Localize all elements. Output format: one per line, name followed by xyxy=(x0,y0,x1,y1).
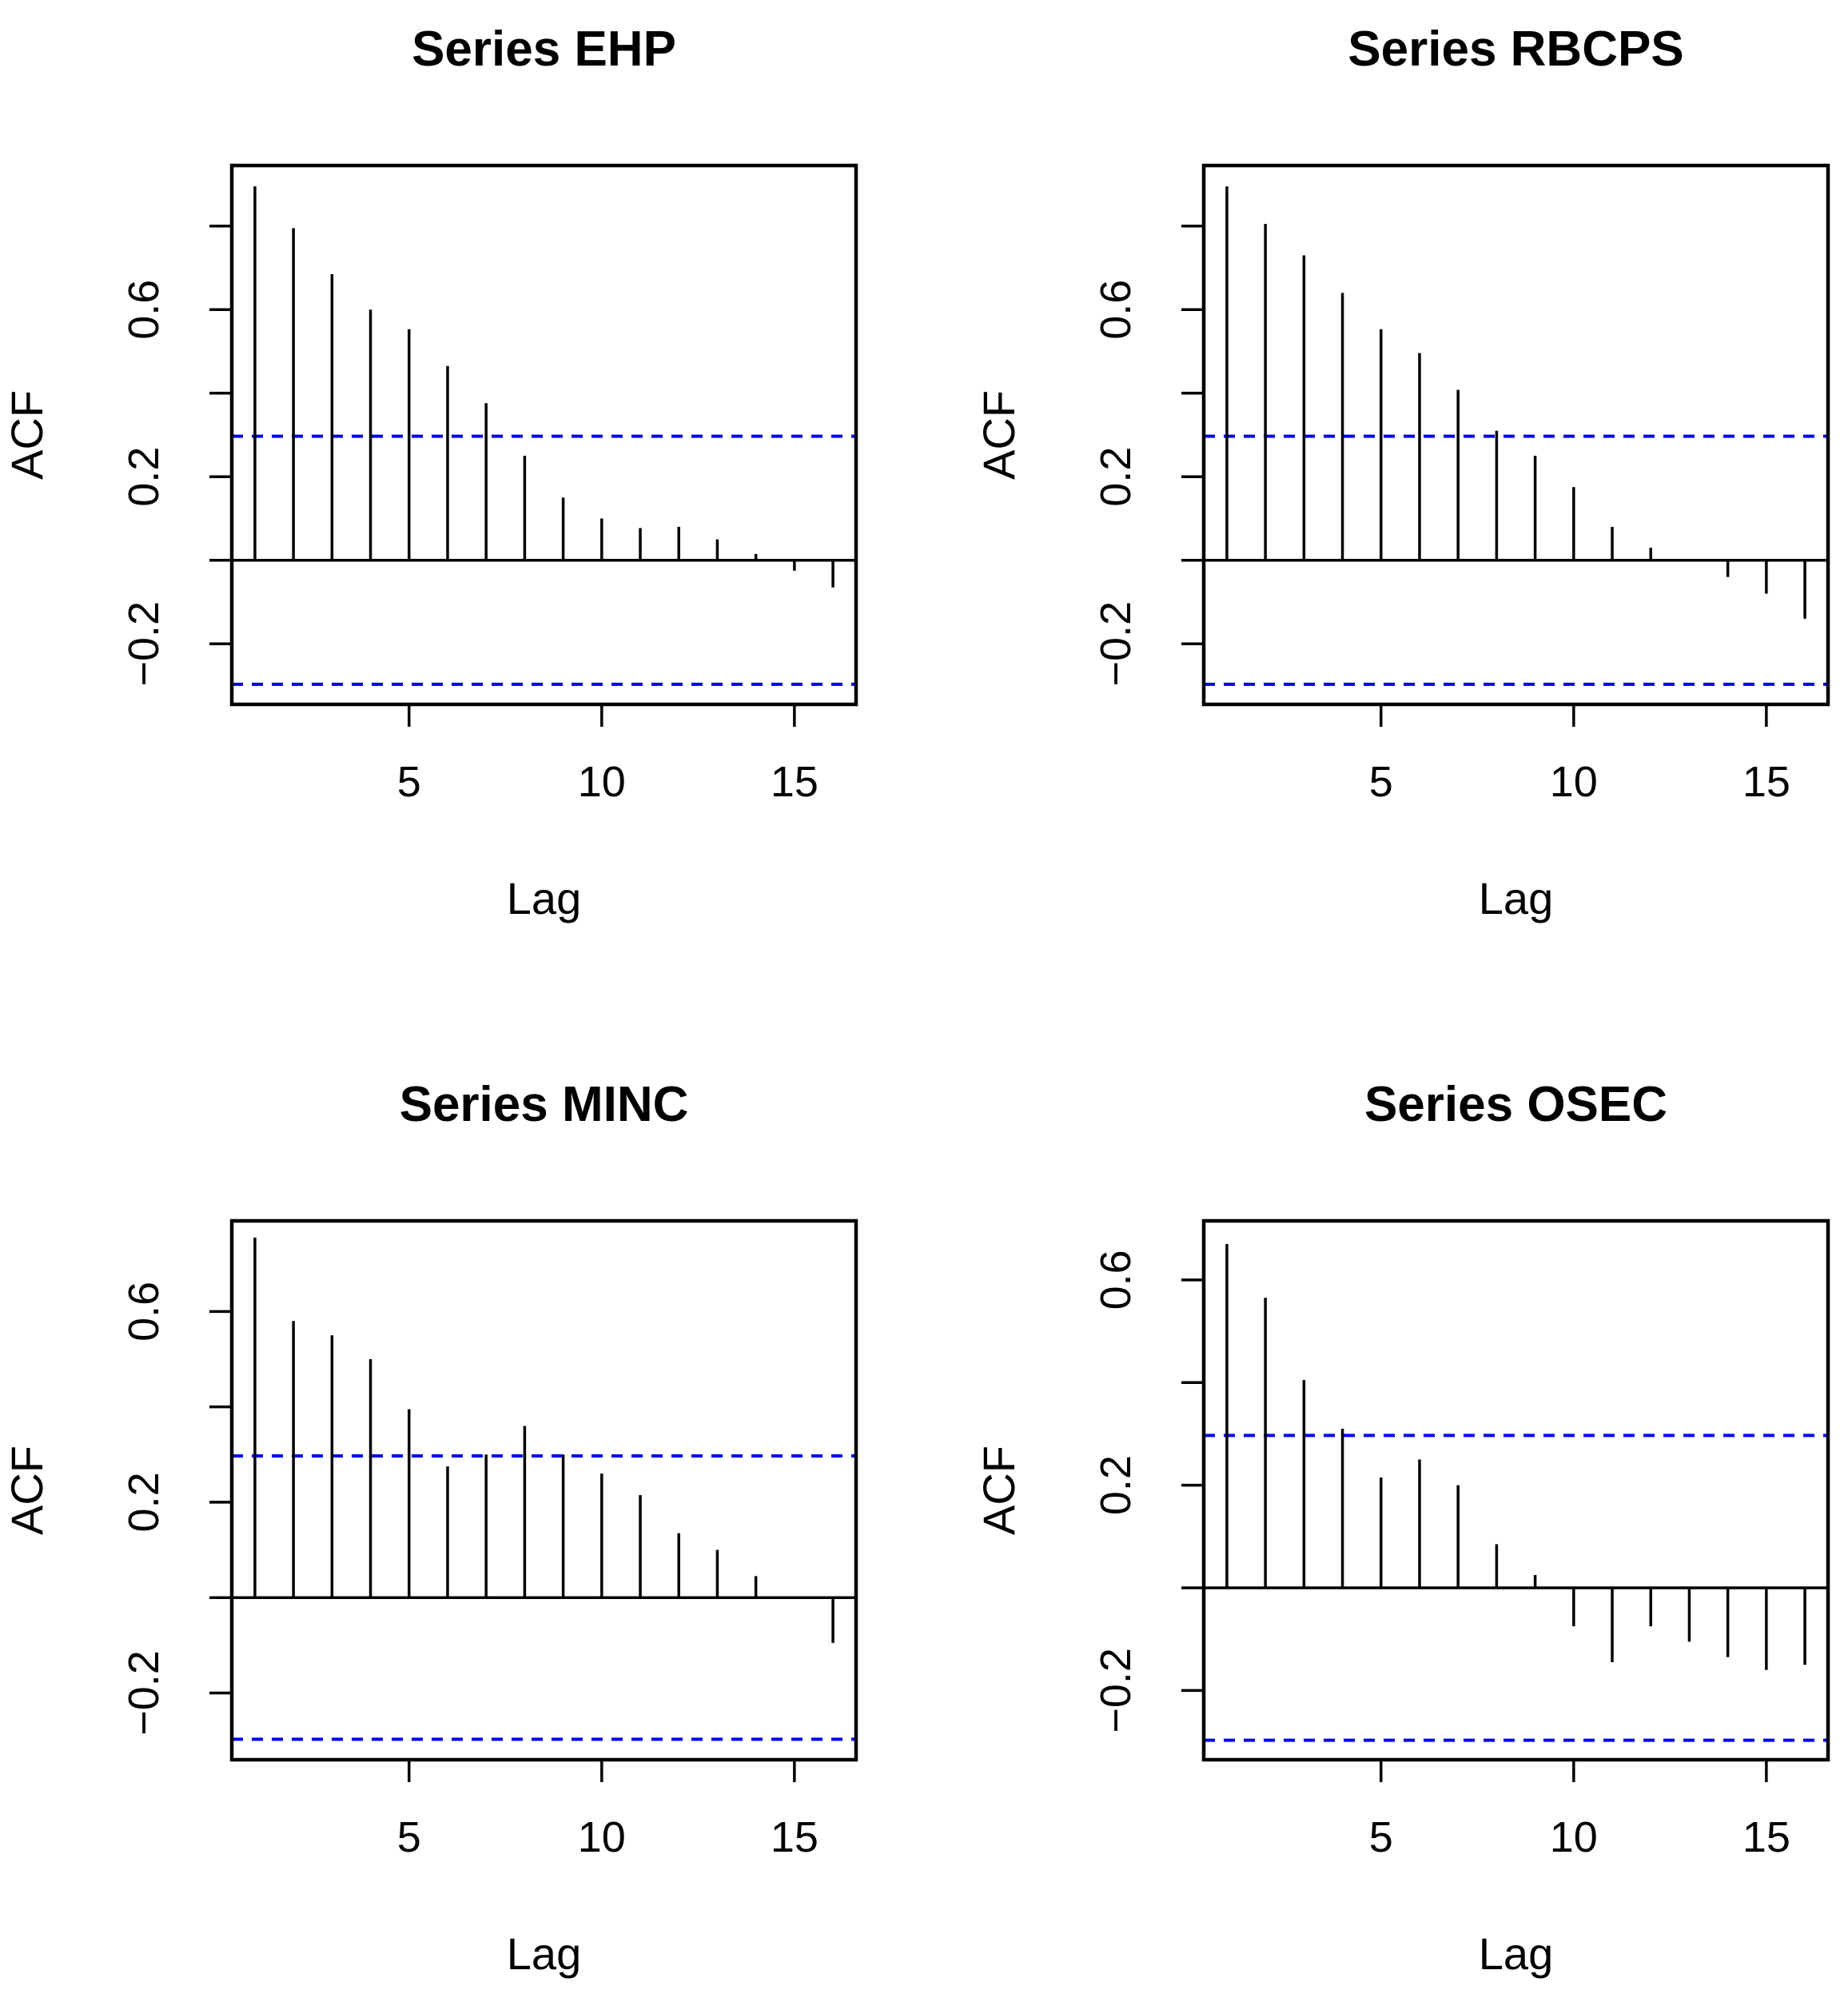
x-axis-label: Lag xyxy=(1479,1928,1553,1979)
plot-frame xyxy=(1201,163,1830,707)
acf-panel-ehp: Series EHP Lag ACF 5 10 15 −0.2 0.2 0.6 xyxy=(2,22,858,923)
chart-title: Series OSEC xyxy=(1364,1077,1667,1132)
x-tick-label: 10 xyxy=(578,1813,626,1861)
x-axis-label: Lag xyxy=(507,873,581,923)
acf-panel-minc: Series MINC Lag ACF 5 10 15 −0.2 0.2 0.6 xyxy=(2,1077,858,1979)
y-axis-label: ACF xyxy=(974,1446,1024,1535)
y-tick-label: 0.6 xyxy=(1092,1250,1140,1310)
y-tick-label: 0.2 xyxy=(1092,447,1140,507)
y-axis-label: ACF xyxy=(974,390,1024,480)
x-axis-label: Lag xyxy=(1479,873,1553,923)
x-tick-label: 15 xyxy=(1742,1813,1790,1861)
y-tick-label: 0.2 xyxy=(1092,1455,1140,1515)
plot-frame xyxy=(229,163,858,707)
y-tick-label: 0.6 xyxy=(1092,280,1140,340)
y-tick-label: 0.2 xyxy=(120,1472,168,1532)
chart-title: Series MINC xyxy=(400,1077,689,1132)
plot-frame xyxy=(1201,1218,1830,1762)
y-tick-label: −0.2 xyxy=(1092,601,1140,687)
x-axis-label: Lag xyxy=(507,1928,581,1979)
y-axis-label: ACF xyxy=(2,390,52,480)
x-tick-label: 15 xyxy=(1742,758,1790,806)
chart-title: Series EHP xyxy=(412,22,676,77)
y-tick-label: −0.2 xyxy=(120,601,168,687)
y-tick-label: −0.2 xyxy=(120,1650,168,1736)
x-tick-label: 15 xyxy=(771,1813,818,1861)
x-tick-label: 10 xyxy=(1550,758,1598,806)
x-tick-label: 5 xyxy=(1369,1813,1393,1861)
y-tick-label: −0.2 xyxy=(1092,1648,1140,1733)
x-tick-label: 5 xyxy=(397,1813,421,1861)
plot-frame xyxy=(229,1218,858,1762)
x-tick-label: 5 xyxy=(1369,758,1393,806)
acf-panel-rbcps: Series RBCPS Lag ACF 5 10 15 −0.2 0.2 0.6 xyxy=(974,22,1830,923)
x-tick-label: 10 xyxy=(578,758,626,806)
x-tick-label: 15 xyxy=(771,758,818,806)
y-tick-label: 0.6 xyxy=(120,280,168,340)
y-tick-label: 0.2 xyxy=(120,447,168,507)
x-tick-label: 10 xyxy=(1550,1813,1598,1861)
x-tick-label: 5 xyxy=(397,758,421,806)
y-tick-label: 0.6 xyxy=(120,1282,168,1342)
acf-panel-osec: Series OSEC Lag ACF 5 10 15 −0.2 0.2 0.6 xyxy=(974,1077,1830,1979)
y-axis-label: ACF xyxy=(2,1446,52,1535)
chart-title: Series RBCPS xyxy=(1348,22,1683,77)
